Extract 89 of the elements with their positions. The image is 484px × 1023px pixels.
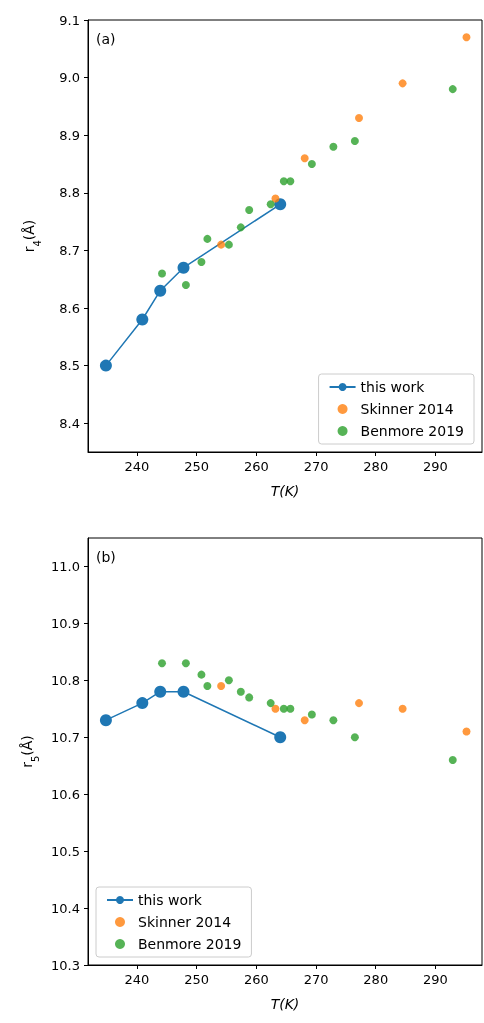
x-tick-label: 260 — [243, 972, 269, 987]
point — [181, 659, 190, 668]
point — [286, 177, 295, 186]
point — [197, 670, 206, 679]
point — [266, 200, 275, 209]
legend-label: Benmore 2019 — [138, 936, 242, 952]
point — [203, 682, 212, 691]
point — [217, 682, 226, 691]
y-tick-label: 10.3 — [51, 957, 80, 973]
y-tick-label: 10.8 — [51, 672, 80, 688]
point — [99, 714, 112, 727]
point — [154, 685, 167, 698]
point — [448, 85, 457, 94]
point — [279, 704, 288, 713]
x-tick-label: 250 — [184, 459, 210, 474]
point — [203, 234, 212, 243]
point — [245, 206, 254, 215]
y-tick-label: 10.9 — [51, 615, 80, 631]
point — [462, 727, 471, 736]
point — [99, 359, 112, 372]
point — [136, 697, 149, 710]
point — [462, 33, 471, 42]
y-tick-label: 8.5 — [59, 358, 80, 374]
point — [350, 136, 359, 145]
y-tick-label: 9.1 — [59, 12, 80, 28]
point — [307, 160, 316, 168]
point — [197, 257, 206, 266]
y-tick-label: 8.4 — [59, 415, 80, 431]
y-tick-label: 8.8 — [59, 185, 80, 201]
x-tick-label: 270 — [303, 459, 329, 474]
point — [236, 687, 245, 696]
legend-label: Benmore 2019 — [360, 423, 464, 439]
point — [154, 284, 167, 297]
annotation: (a) — [96, 31, 116, 47]
annotation: (b) — [96, 549, 116, 565]
point — [398, 79, 407, 88]
point — [217, 240, 226, 249]
point — [448, 756, 457, 765]
point — [329, 142, 338, 151]
y-tick-label: 11.0 — [51, 558, 80, 574]
x-tick-label: 290 — [423, 972, 448, 987]
point — [398, 704, 407, 713]
point — [236, 223, 245, 232]
y-tick-label: 10.4 — [51, 900, 80, 916]
point — [329, 716, 338, 725]
y-tick-label: 8.9 — [59, 127, 80, 143]
point — [279, 177, 288, 186]
y-tick-label: 10.7 — [51, 729, 80, 745]
point — [271, 194, 280, 203]
point — [307, 710, 316, 719]
y-tick-label: 8.7 — [59, 242, 80, 258]
point — [158, 269, 167, 278]
x-tick-label: 250 — [184, 972, 210, 987]
x-axis-title: T(K) — [270, 483, 300, 499]
legend-label: Skinner 2014 — [138, 914, 232, 930]
x-tick-label: 260 — [243, 459, 269, 474]
point — [245, 693, 254, 702]
point — [177, 261, 190, 274]
y-axis-title: r4(Å) — [21, 219, 43, 253]
x-tick-label: 240 — [124, 459, 150, 474]
y-axis-title: r5(Å) — [19, 735, 41, 768]
x-axis-title: T(K) — [270, 996, 300, 1012]
point — [355, 113, 364, 122]
x-tick-label: 280 — [363, 972, 389, 987]
x-tick-label: 240 — [124, 972, 150, 987]
legend-label: this work — [138, 892, 203, 908]
point — [350, 733, 359, 742]
point — [355, 699, 364, 708]
point — [224, 676, 233, 685]
point — [274, 731, 287, 744]
x-tick-label: 280 — [363, 459, 389, 474]
point — [266, 699, 275, 708]
point — [158, 659, 167, 668]
point — [300, 154, 309, 163]
y-tick-label: 10.6 — [51, 786, 80, 802]
x-tick-label: 270 — [303, 972, 329, 987]
point — [136, 313, 149, 326]
point — [224, 240, 233, 249]
y-tick-label: 8.6 — [59, 300, 80, 316]
y-tick-label: 9.0 — [59, 70, 80, 86]
point — [177, 685, 190, 698]
point — [271, 704, 280, 713]
point — [181, 280, 190, 289]
x-tick-label: 290 — [423, 459, 448, 474]
point — [300, 716, 309, 725]
legend-label: this work — [360, 379, 426, 395]
y-tick-label: 10.5 — [51, 843, 80, 859]
point — [286, 704, 295, 713]
legend-label: Skinner 2014 — [360, 401, 454, 417]
